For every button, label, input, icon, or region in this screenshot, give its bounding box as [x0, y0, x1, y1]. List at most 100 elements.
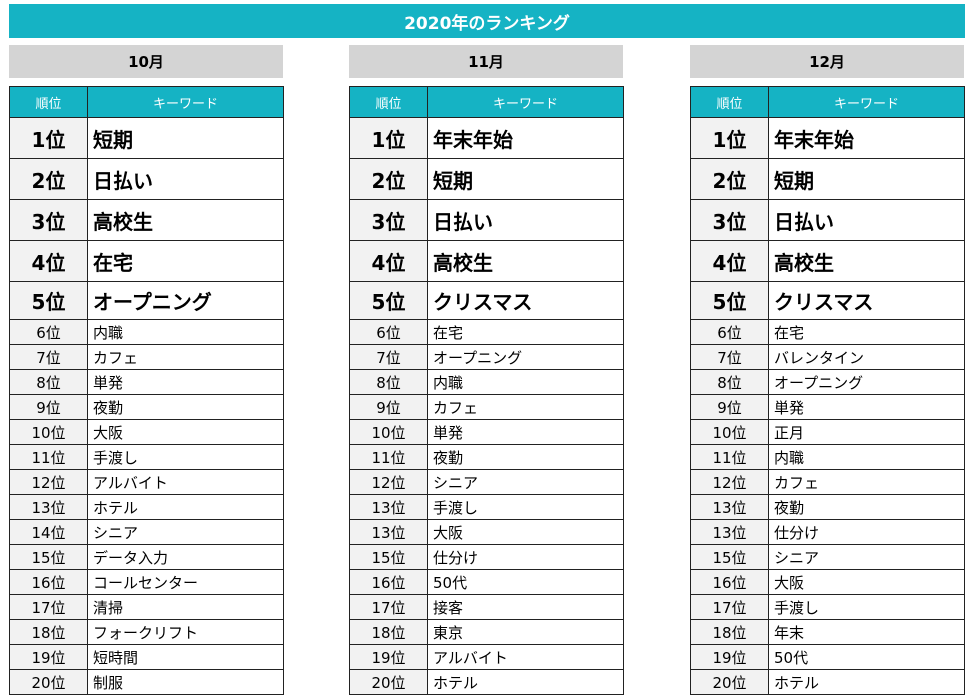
rank-cell: 4位 [349, 240, 428, 282]
keyword-cell: アルバイト [427, 644, 624, 670]
keyword-cell: オープニング [768, 369, 965, 395]
keyword-cell: 内職 [87, 319, 284, 345]
table-header-row: 順位 キーワード [690, 86, 965, 118]
rank-cell: 11位 [690, 444, 769, 470]
keyword-cell: 50代 [768, 644, 965, 670]
table-row: 4位 在宅 [9, 240, 284, 282]
keyword-cell: 単発 [87, 369, 284, 395]
table-row: 18位 東京 [349, 619, 624, 645]
keyword-column-header: キーワード [87, 86, 284, 118]
keyword-cell: ホテル [427, 669, 624, 695]
rank-cell: 2位 [9, 158, 88, 200]
rank-cell: 10位 [349, 419, 428, 445]
keyword-cell: 夜勤 [768, 494, 965, 520]
table-row: 5位 クリスマス [690, 281, 965, 320]
keyword-cell: 内職 [768, 444, 965, 470]
keyword-cell: 年末年始 [427, 117, 624, 159]
rank-cell: 4位 [9, 240, 88, 282]
rank-cell: 3位 [690, 199, 769, 241]
rank-cell: 7位 [690, 344, 769, 370]
rank-cell: 6位 [690, 319, 769, 345]
rank-cell: 12位 [349, 469, 428, 495]
keyword-cell: 夜勤 [87, 394, 284, 420]
rank-cell: 19位 [690, 644, 769, 670]
rank-column-header: 順位 [690, 86, 769, 118]
rank-cell: 6位 [9, 319, 88, 345]
table-row: 15位 シニア [690, 544, 965, 570]
keyword-cell: 手渡し [768, 594, 965, 620]
table-row: 16位 コールセンター [9, 569, 284, 595]
rank-cell: 13位 [690, 519, 769, 545]
table-row: 20位 ホテル [349, 669, 624, 695]
rank-cell: 13位 [9, 494, 88, 520]
keyword-cell: 在宅 [427, 319, 624, 345]
table-row: 15位 データ入力 [9, 544, 284, 570]
table-row: 20位 制服 [9, 669, 284, 695]
ranking-rows: 1位 年末年始 2位 短期 3位 日払い 4位 高校生 5位 クリスマス 6位 在宅 7位 オープニング 8… [349, 117, 624, 695]
table-row: 6位 内職 [9, 319, 284, 345]
table-row: 9位 夜勤 [9, 394, 284, 420]
keyword-cell: ホテル [768, 669, 965, 695]
keyword-cell: 日払い [768, 199, 965, 241]
keyword-cell: シニア [427, 469, 624, 495]
rank-cell: 8位 [690, 369, 769, 395]
table-row: 2位 日払い [9, 158, 284, 200]
keyword-cell: 仕分け [427, 544, 624, 570]
table-row: 11位 夜勤 [349, 444, 624, 470]
rank-cell: 14位 [9, 519, 88, 545]
table-row: 19位 アルバイト [349, 644, 624, 670]
keyword-cell: シニア [768, 544, 965, 570]
rank-cell: 17位 [9, 594, 88, 620]
keyword-cell: 日払い [427, 199, 624, 241]
table-row: 16位 大阪 [690, 569, 965, 595]
rank-cell: 9位 [690, 394, 769, 420]
keyword-cell: 正月 [768, 419, 965, 445]
keyword-cell: 在宅 [87, 240, 284, 282]
rank-cell: 15位 [9, 544, 88, 570]
rank-cell: 18位 [9, 619, 88, 645]
table-row: 3位 日払い [690, 199, 965, 241]
keyword-cell: 大阪 [768, 569, 965, 595]
table-row: 3位 高校生 [9, 199, 284, 241]
keyword-cell: ホテル [87, 494, 284, 520]
table-row: 3位 日払い [349, 199, 624, 241]
rank-cell: 3位 [9, 199, 88, 241]
table-row: 2位 短期 [349, 158, 624, 200]
month-header: 10月 [9, 45, 283, 78]
keyword-cell: 手渡し [427, 494, 624, 520]
table-row: 5位 クリスマス [349, 281, 624, 320]
rank-cell: 11位 [349, 444, 428, 470]
keyword-cell: 仕分け [768, 519, 965, 545]
rank-cell: 5位 [690, 281, 769, 320]
rank-cell: 19位 [349, 644, 428, 670]
keyword-cell: バレンタイン [768, 344, 965, 370]
table-row: 6位 在宅 [690, 319, 965, 345]
keyword-cell: 年末 [768, 619, 965, 645]
keyword-cell: クリスマス [427, 281, 624, 320]
keyword-cell: 単発 [768, 394, 965, 420]
table-row: 4位 高校生 [349, 240, 624, 282]
keyword-cell: 高校生 [768, 240, 965, 282]
table-header-row: 順位 キーワード [349, 86, 624, 118]
rank-cell: 20位 [9, 669, 88, 695]
table-row: 18位 フォークリフト [9, 619, 284, 645]
table-row: 12位 シニア [349, 469, 624, 495]
month-column-oct: 10月 順位 キーワード 1位 短期 2位 日払い 3位 高校生 4位 在宅 5位 オープニング 6… [9, 45, 284, 695]
month-column-dec: 12月 順位 キーワード 1位 年末年始 2位 短期 3位 日払い 4位 高校生 5位 クリスマス… [690, 45, 965, 695]
table-row: 13位 仕分け [690, 519, 965, 545]
table-row: 8位 オープニング [690, 369, 965, 395]
rank-cell: 5位 [349, 281, 428, 320]
rank-column-header: 順位 [349, 86, 428, 118]
ranking-rows: 1位 年末年始 2位 短期 3位 日払い 4位 高校生 5位 クリスマス 6位 在宅 7位 バレンタイン 8… [690, 117, 965, 695]
table-row: 14位 シニア [9, 519, 284, 545]
rank-cell: 18位 [690, 619, 769, 645]
ranking-table: 順位 キーワード 1位 年末年始 2位 短期 3位 日払い 4位 高校生 5位 クリスマス 6位 在宅… [349, 86, 624, 695]
table-row: 7位 オープニング [349, 344, 624, 370]
rank-cell: 1位 [349, 117, 428, 159]
keyword-cell: 年末年始 [768, 117, 965, 159]
rank-cell: 8位 [349, 369, 428, 395]
table-row: 9位 カフェ [349, 394, 624, 420]
keyword-cell: 東京 [427, 619, 624, 645]
rank-cell: 18位 [349, 619, 428, 645]
keyword-cell: 短期 [768, 158, 965, 200]
